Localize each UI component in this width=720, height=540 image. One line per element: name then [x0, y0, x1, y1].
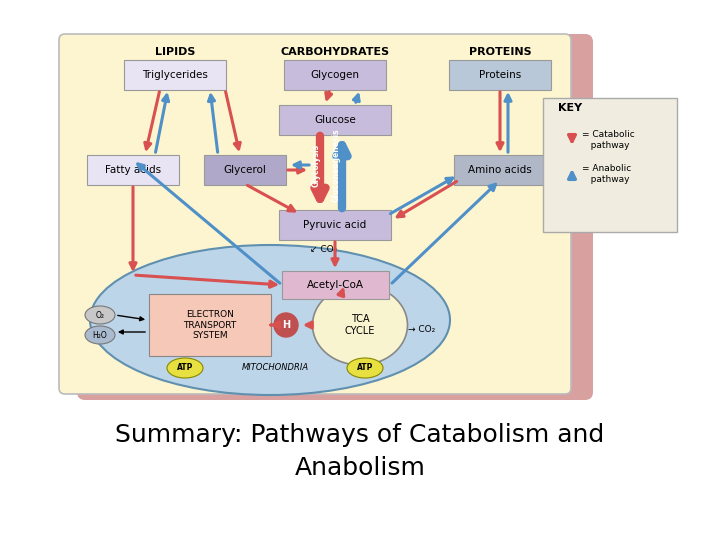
Text: Glycerol: Glycerol — [224, 165, 266, 175]
Text: Triglycerides: Triglycerides — [142, 70, 208, 80]
Text: MITOCHONDRIA: MITOCHONDRIA — [241, 363, 309, 373]
Text: Glycogen: Glycogen — [310, 70, 359, 80]
Text: Amino acids: Amino acids — [468, 165, 532, 175]
Text: ELECTRON
TRANSPORT
SYSTEM: ELECTRON TRANSPORT SYSTEM — [184, 310, 237, 340]
FancyBboxPatch shape — [59, 34, 571, 394]
FancyBboxPatch shape — [454, 155, 546, 185]
FancyBboxPatch shape — [77, 34, 593, 400]
FancyBboxPatch shape — [449, 60, 551, 90]
Ellipse shape — [167, 358, 203, 378]
Text: Glycolysis: Glycolysis — [312, 144, 320, 186]
Text: LIPIDS: LIPIDS — [155, 47, 195, 57]
FancyBboxPatch shape — [543, 98, 677, 232]
FancyBboxPatch shape — [282, 271, 389, 299]
Text: Gluconeogenesis: Gluconeogenesis — [331, 128, 341, 202]
Text: Fatty acids: Fatty acids — [105, 165, 161, 175]
Ellipse shape — [85, 306, 115, 324]
FancyBboxPatch shape — [279, 105, 391, 135]
Text: KEY: KEY — [558, 103, 582, 113]
Text: CARBOHYDRATES: CARBOHYDRATES — [280, 47, 390, 57]
Text: H₂O: H₂O — [93, 330, 107, 340]
Text: TCA
CYCLE: TCA CYCLE — [345, 314, 375, 336]
Text: Anabolism: Anabolism — [294, 456, 426, 480]
Circle shape — [274, 313, 298, 337]
FancyBboxPatch shape — [204, 155, 286, 185]
Text: H: H — [282, 320, 290, 330]
Text: Acetyl-CoA: Acetyl-CoA — [307, 280, 364, 290]
Ellipse shape — [312, 285, 408, 365]
Text: = Catabolic
   pathway: = Catabolic pathway — [582, 130, 635, 150]
Text: Glucose: Glucose — [314, 115, 356, 125]
FancyBboxPatch shape — [124, 60, 226, 90]
FancyBboxPatch shape — [149, 294, 271, 356]
Text: = Anabolic
   pathway: = Anabolic pathway — [582, 164, 631, 184]
Text: PROTEINS: PROTEINS — [469, 47, 531, 57]
Text: ↙ CO₂: ↙ CO₂ — [310, 246, 337, 254]
FancyBboxPatch shape — [87, 155, 179, 185]
Text: Proteins: Proteins — [479, 70, 521, 80]
Text: O₂: O₂ — [96, 310, 104, 320]
Text: → CO₂: → CO₂ — [408, 326, 436, 334]
FancyBboxPatch shape — [284, 60, 386, 90]
Text: Summary: Pathways of Catabolism and: Summary: Pathways of Catabolism and — [115, 423, 605, 447]
Ellipse shape — [90, 245, 450, 395]
FancyBboxPatch shape — [279, 210, 391, 240]
Text: ATP: ATP — [357, 363, 373, 373]
Text: ATP: ATP — [177, 363, 193, 373]
Ellipse shape — [347, 358, 383, 378]
Ellipse shape — [85, 326, 115, 344]
Text: Pyruvic acid: Pyruvic acid — [303, 220, 366, 230]
